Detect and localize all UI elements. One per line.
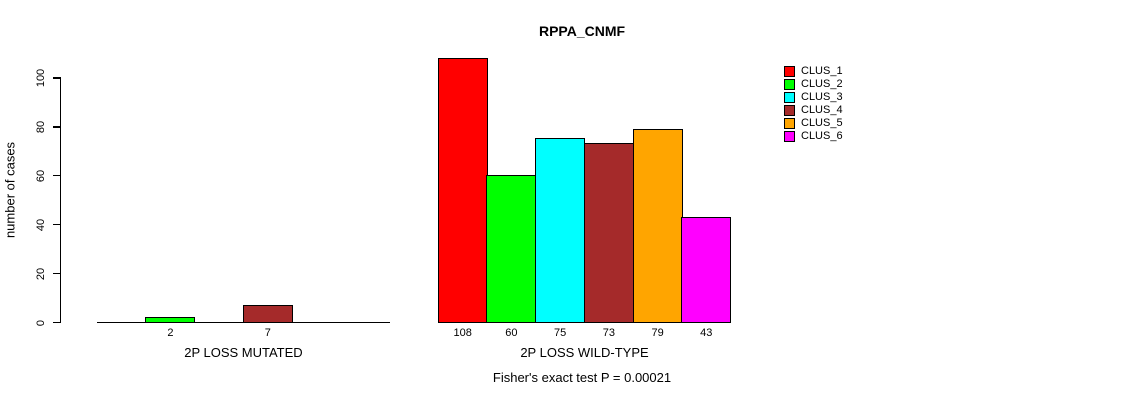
y-tick-label: 80 bbox=[35, 120, 47, 134]
legend-label-clus_6: CLUS_6 bbox=[801, 130, 843, 142]
bar-value-label: 73 bbox=[602, 327, 615, 339]
bar-clus_4-1 bbox=[242, 304, 293, 324]
bar-clus_5-2 bbox=[632, 128, 683, 324]
y-tick-label: 100 bbox=[35, 68, 47, 88]
legend-swatch-clus_2 bbox=[784, 79, 795, 90]
y-tick-mark bbox=[52, 224, 61, 226]
chart-title: RPPA_CNMF bbox=[538, 23, 626, 39]
bar-clus_3-2 bbox=[535, 138, 586, 324]
bar-clus_2-1 bbox=[145, 316, 196, 324]
y-tick-mark bbox=[52, 272, 61, 275]
bar-clus_4-2 bbox=[583, 143, 634, 324]
bar-value-label: 75 bbox=[554, 327, 567, 339]
bar-clus_1-2 bbox=[437, 57, 488, 324]
annotation-text: Fisher's exact test P = 0.00021 bbox=[492, 370, 672, 385]
legend-label-clus_1: CLUS_1 bbox=[801, 65, 843, 77]
bar-value-label: 60 bbox=[505, 327, 518, 339]
y-tick-label: 0 bbox=[35, 319, 47, 326]
bar-value-label: 108 bbox=[453, 327, 472, 339]
legend-label-clus_3: CLUS_3 bbox=[801, 91, 843, 103]
y-tick-mark bbox=[52, 321, 61, 324]
legend-swatch-clus_6 bbox=[784, 131, 795, 142]
y-tick-mark bbox=[52, 175, 61, 177]
y-axis-label: number of cases bbox=[2, 141, 18, 239]
y-axis-line bbox=[59, 77, 61, 324]
bar-clus_2-2 bbox=[486, 175, 537, 324]
group-label: 2P LOSS WILD-TYPE bbox=[520, 344, 649, 360]
y-tick-label: 60 bbox=[35, 169, 47, 182]
legend-swatch-clus_3 bbox=[784, 92, 795, 103]
bar-value-label: 79 bbox=[651, 327, 664, 339]
legend-swatch-clus_1 bbox=[784, 66, 795, 77]
y-tick-label: 20 bbox=[35, 267, 47, 280]
bar-value-label: 43 bbox=[700, 327, 713, 339]
legend-label-clus_5: CLUS_5 bbox=[801, 117, 843, 129]
bar-value-label: 2 bbox=[167, 327, 174, 339]
group-label: 2P LOSS MUTATED bbox=[184, 344, 303, 360]
legend-swatch-clus_4 bbox=[784, 105, 795, 116]
y-tick-label: 40 bbox=[35, 218, 47, 231]
legend-label-clus_2: CLUS_2 bbox=[801, 78, 843, 90]
y-tick-mark bbox=[52, 77, 61, 79]
legend-swatch-clus_5 bbox=[784, 118, 795, 129]
y-tick-mark bbox=[52, 126, 61, 128]
bar-clus_6-2 bbox=[681, 216, 732, 324]
bar-value-label: 7 bbox=[264, 327, 271, 339]
legend-label-clus_4: CLUS_4 bbox=[801, 104, 843, 116]
